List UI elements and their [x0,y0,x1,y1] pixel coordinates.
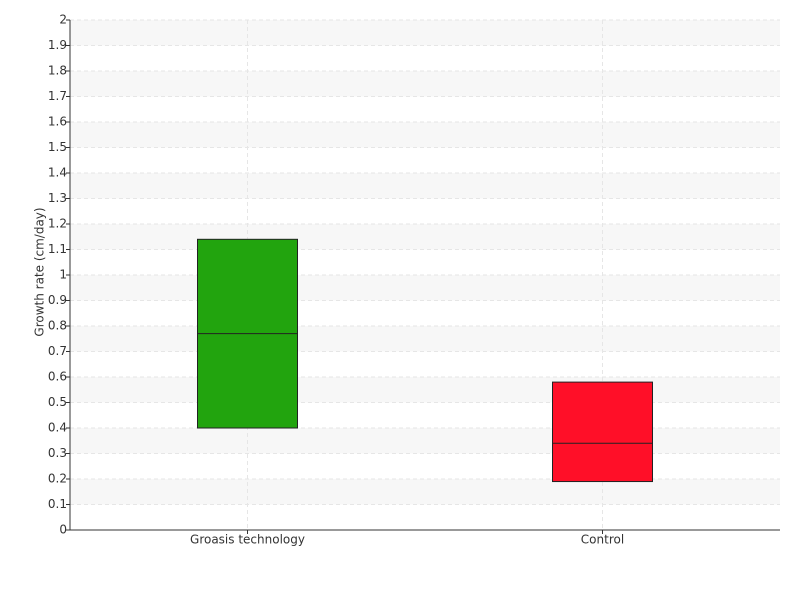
y-tick-label: 1.9 [48,38,67,52]
y-tick-label: 1.8 [48,64,67,78]
y-tick-label: 0.3 [48,446,67,460]
y-tick-label: 0.7 [48,344,67,358]
grid-band [70,275,780,301]
grid-band [70,428,780,454]
y-tick-label: 1 [59,268,67,282]
grid-band [70,326,780,352]
y-tick-label: 1.3 [48,191,67,205]
x-tick-label: Groasis technology [190,533,305,547]
y-tick-label: 1.2 [48,217,67,231]
grid-band [70,20,780,46]
y-axis-label: Growth rate (cm/day) [33,207,47,336]
grid-band [70,71,780,97]
box [552,381,653,483]
y-tick-label: 1.4 [48,166,67,180]
y-tick-label: 0.2 [48,472,67,486]
y-tick-label: 0.9 [48,293,67,307]
y-tick-label: 0.5 [48,395,67,409]
grid-band [70,122,780,148]
y-tick-label: 0 [59,523,67,537]
grid-band [70,479,780,505]
y-tick-label: 1.5 [48,140,67,154]
y-tick-label: 0.4 [48,421,67,435]
grid-band [70,224,780,250]
grid-band [70,377,780,403]
y-tick-label: 0.6 [48,370,67,384]
y-tick-label: 2 [59,13,67,27]
y-tick-label: 0.8 [48,319,67,333]
y-tick-label: 1.6 [48,115,67,129]
y-tick-label: 0.1 [48,497,67,511]
grid-band [70,173,780,199]
y-tick-label: 1.1 [48,242,67,256]
x-tick-label: Control [581,533,624,547]
y-tick-label: 1.7 [48,89,67,103]
